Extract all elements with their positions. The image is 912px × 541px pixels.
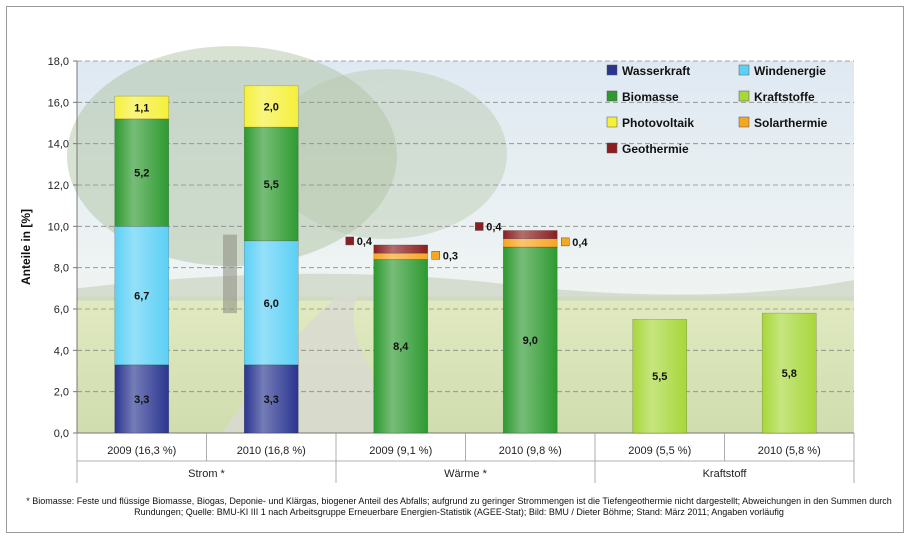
y-axis-label: Anteile in [%] [19, 209, 33, 285]
legend-label: Geothermie [622, 142, 689, 156]
x-tick-label: 2009 (5,5 %) [628, 445, 691, 457]
y-tick-label: 0,0 [54, 428, 69, 440]
y-tick-label: 12,0 [48, 180, 69, 192]
legend-label: Biomasse [622, 90, 679, 104]
bar-segment-geothermie [502, 230, 558, 240]
bar-segment-geothermie [373, 244, 429, 254]
data-label: 8,4 [393, 341, 409, 353]
data-label: 0,4 [486, 221, 502, 233]
legend-label: Kraftstoffe [754, 90, 815, 104]
footnote: * Biomasse: Feste und flüssige Biomasse,… [26, 496, 892, 517]
data-label: 0,3 [443, 250, 458, 262]
bar-segment-solarthermie [373, 252, 429, 260]
bar-segment-kraftstoffe [632, 319, 688, 434]
chart-frame: 0,0 2,0 4,0 6,0 8,0 10,0 12,0 14,0 16,0 18,0 Antei… [6, 6, 904, 533]
bar-segment-windenergie [114, 226, 170, 366]
data-label-marker [561, 237, 570, 247]
y-tick-label: 4,0 [54, 345, 69, 357]
bar-segment-photovoltaik [114, 95, 170, 120]
legend-label: Windenergie [754, 64, 826, 78]
bar-segment-windenergie [243, 240, 299, 366]
bar-segment-biomasse [114, 118, 170, 227]
data-label: 0,4 [572, 237, 588, 249]
data-label: 5,5 [264, 179, 279, 191]
data-label: 5,5 [652, 371, 667, 383]
data-label: 0,4 [357, 236, 373, 248]
data-label: 5,2 [134, 168, 149, 180]
x-tick-label: 2010 (16,8 %) [237, 445, 306, 457]
x-tick-label: 2010 (9,8 %) [499, 445, 562, 457]
y-tick-label: 16,0 [48, 97, 69, 109]
x-group-label: Strom * [188, 468, 225, 480]
x-group-label: Kraftstoff [703, 468, 748, 480]
data-label: 2,0 [264, 101, 279, 113]
data-label: 5,8 [782, 368, 797, 380]
background-field [77, 296, 854, 433]
legend-swatch [606, 116, 618, 128]
legend-label: Photovoltaik [622, 116, 694, 130]
legend: Wasserkraft Windenergie Biomasse Kraftstoff… [606, 64, 828, 156]
data-label: 1,1 [134, 103, 149, 115]
legend-swatch [738, 90, 750, 102]
y-tick-label: 6,0 [54, 304, 69, 316]
bar-segment-wasserkraft [243, 364, 299, 434]
bar-segment-biomasse [243, 126, 299, 242]
legend-swatch [738, 116, 750, 128]
data-label: 9,0 [523, 335, 538, 347]
y-tick-label: 18,0 [48, 56, 69, 68]
legend-swatch [606, 142, 618, 154]
x-tick-label: 2009 (9,1 %) [369, 445, 432, 457]
bar-segment-photovoltaik [243, 85, 299, 128]
data-label: 6,7 [134, 291, 149, 303]
y-tick-label: 14,0 [48, 139, 69, 151]
data-label: 3,3 [264, 394, 279, 406]
legend-swatch [606, 64, 618, 76]
background-tree-trunk [223, 234, 237, 314]
bar-segment-kraftstoffe [761, 312, 817, 434]
data-label: 6,0 [264, 298, 279, 310]
bars: 3,3 6,7 5,2 1,1 3,3 6,0 5,5 2,0 8,4 0,3 0,4 9,0 0,4 0… [114, 85, 817, 434]
data-label-marker [431, 251, 440, 260]
data-label-marker [475, 222, 484, 231]
bar-segment-biomasse [373, 259, 429, 434]
chart: 0,0 2,0 4,0 6,0 8,0 10,0 12,0 14,0 16,0 18,0 Antei… [19, 46, 855, 483]
legend-label: Wasserkraft [622, 64, 690, 78]
background-tree-crown [267, 69, 507, 239]
x-group-label: Wärme * [444, 468, 488, 480]
gridlines [77, 60, 854, 393]
bar-segment-wasserkraft [114, 364, 170, 434]
bar-segment-biomasse [502, 246, 558, 434]
legend-swatch [738, 64, 750, 76]
data-label: 3,3 [134, 394, 149, 406]
y-tick-label: 10,0 [48, 221, 69, 233]
data-label-marker [345, 236, 354, 246]
x-tick-label: 2010 (5,8 %) [758, 445, 821, 457]
legend-label: Solarthermie [754, 116, 828, 130]
background-landscape [67, 46, 854, 433]
bar-segment-solarthermie [502, 238, 558, 248]
y-tick-label: 8,0 [54, 263, 69, 275]
legend-swatch [606, 90, 618, 102]
x-tick-label: 2009 (16,3 %) [107, 445, 176, 457]
y-tick-label: 2,0 [54, 387, 69, 399]
